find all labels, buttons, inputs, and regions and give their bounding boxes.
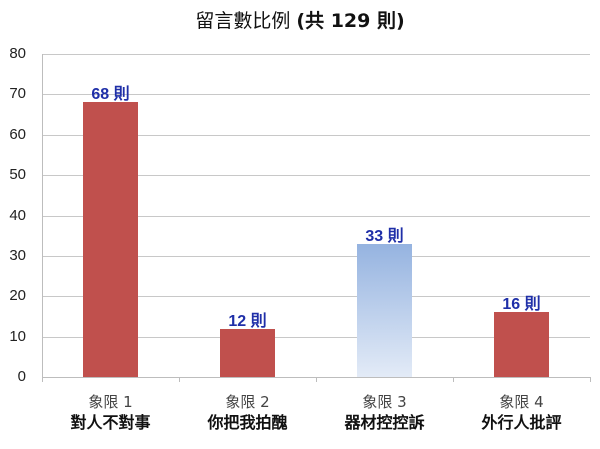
quadrant-label: 象限 4 — [499, 393, 544, 411]
title-count: (共 129 則) — [296, 10, 405, 32]
gridline — [42, 175, 590, 177]
category-name: 外行人批評 — [481, 413, 562, 432]
bar — [83, 102, 138, 377]
y-axis — [42, 54, 43, 381]
y-tick-label: 50 — [9, 166, 26, 184]
bar — [357, 243, 412, 377]
gridline — [42, 134, 590, 136]
x-tick-mark — [42, 377, 43, 382]
data-label: 33 則 — [365, 227, 404, 245]
gridline — [42, 255, 590, 257]
y-tick-label: 30 — [9, 246, 26, 264]
x-tick-mark — [316, 377, 317, 382]
category-name: 對人不對事 — [70, 413, 151, 432]
category-label: 象限 3 器材控控訴 — [316, 392, 453, 434]
y-tick-label: 60 — [9, 125, 26, 143]
y-tick-label: 20 — [9, 287, 26, 305]
quadrant-label: 象限 3 — [362, 393, 407, 411]
y-tick-label: 10 — [9, 327, 26, 345]
gridline — [42, 54, 590, 55]
x-tick-mark — [453, 377, 454, 382]
y-tick-label: 0 — [17, 368, 26, 385]
category-label: 象限 2 你把我拍醜 — [179, 392, 316, 434]
plot-area — [42, 54, 590, 377]
quadrant-label: 象限 1 — [88, 393, 133, 411]
data-label: 12 則 — [228, 312, 267, 330]
y-tick-label: 70 — [9, 85, 26, 103]
category-name: 器材控控訴 — [344, 413, 425, 432]
x-tick-mark — [179, 377, 180, 382]
y-tick-label: 40 — [9, 206, 26, 224]
data-label: 16 則 — [502, 296, 541, 314]
gridline — [42, 215, 590, 217]
bar — [494, 312, 549, 377]
category-name: 你把我拍醜 — [207, 413, 288, 432]
x-tick-mark — [590, 377, 591, 382]
bar — [220, 328, 275, 377]
quadrant-label: 象限 2 — [225, 393, 270, 411]
gridline — [42, 94, 590, 96]
category-label: 象限 1 對人不對事 — [42, 392, 179, 434]
gridline — [42, 296, 590, 298]
chart-title: 留言數比例 (共 129 則) — [0, 6, 600, 33]
category-label: 象限 4 外行人批評 — [453, 392, 590, 434]
y-tick-label: 80 — [9, 45, 26, 62]
title-text: 留言數比例 — [195, 10, 297, 32]
data-label: 68 則 — [91, 86, 130, 104]
gridline — [42, 336, 590, 338]
